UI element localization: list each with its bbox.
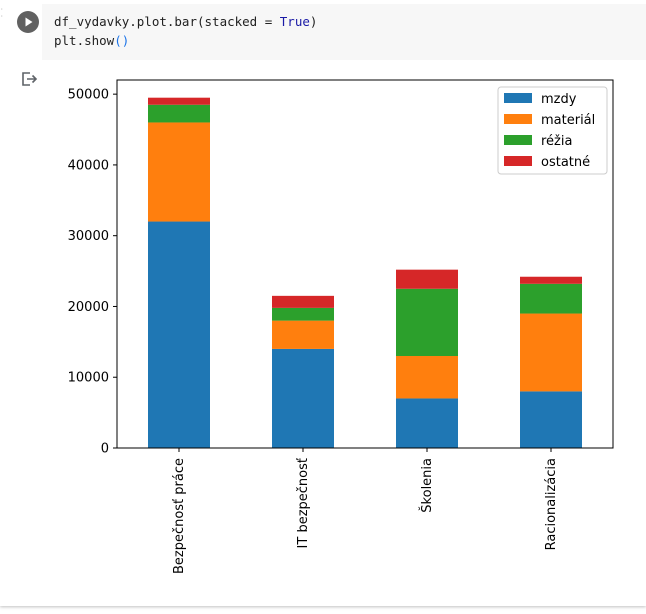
bar-segment [272,295,334,308]
bar-segment [148,221,210,448]
bar-segment [148,97,210,105]
code-line-2: plt.show() [54,33,129,48]
y-tick-label: 40000 [68,158,109,173]
code-line-1: df_vydavky.plot.bar(stacked = True) [54,14,317,29]
code-text: plt.show [54,33,115,48]
bar-segment [272,307,334,321]
x-tick-label: Racionalizácia [544,458,559,550]
legend-swatch [504,135,532,145]
legend-label: materiál [541,113,595,128]
y-tick-label: 10000 [68,371,109,386]
legend-box [497,86,608,175]
legend-label: mzdy [541,92,577,107]
y-tick-label: 30000 [68,229,109,244]
legend-label: réžia [541,134,572,149]
y-tick-label: 50000 [68,88,109,103]
bar-segment [396,269,458,289]
bar-segment [520,283,582,314]
x-tick-label: IT bezpečnosť [296,458,311,548]
legend-swatch [504,93,532,103]
legend-swatch [504,114,532,124]
play-icon [25,17,33,27]
code-keyword: True [279,14,310,29]
bar-segment [148,104,210,123]
legend-swatch [504,156,532,166]
bar-segment [148,122,210,222]
code-text: df_vydavky.plot.bar(stacked = [54,14,280,29]
y-tick-label: 20000 [68,300,109,315]
y-tick-label: 0 [101,442,109,457]
legend-label: ostatné [541,155,590,170]
bar-segment [520,313,582,392]
x-tick-label: Školenia [419,458,435,513]
run-cell-button[interactable] [17,11,39,33]
bar-segment [272,320,334,349]
bar-segment [520,276,582,284]
bar-segment [520,391,582,448]
code-text: ) [309,14,318,29]
x-tick-label: Bezpečnosť práce [172,458,187,574]
plot-frame [116,79,614,449]
code-editor[interactable]: df_vydavky.plot.bar(stacked = True) plt.… [42,4,646,60]
bar-segment [396,398,458,448]
bar-segment [396,356,458,399]
output-redirect-icon[interactable] [20,70,38,88]
bar-segment [396,288,458,356]
bar-segment [272,348,334,448]
code-paren: () [114,33,130,48]
cell-gutter-mark: · · [0,6,4,20]
